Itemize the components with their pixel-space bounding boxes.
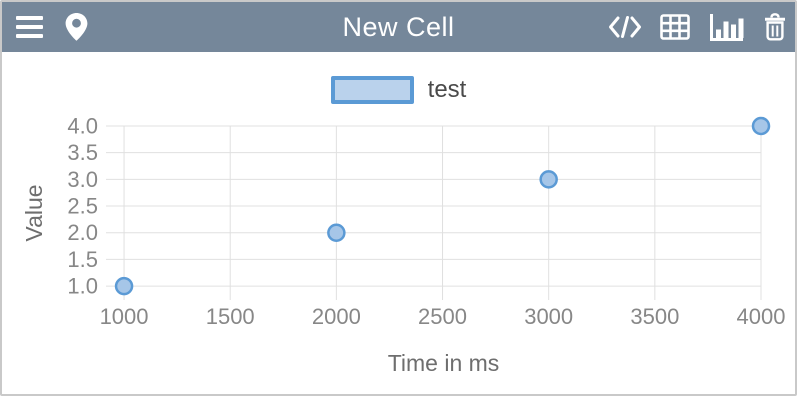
svg-text:3.0: 3.0	[67, 167, 98, 192]
svg-text:2000: 2000	[312, 304, 361, 329]
chart-legend[interactable]: test	[2, 76, 795, 104]
svg-text:4.0: 4.0	[67, 114, 98, 139]
trash-icon	[765, 12, 785, 40]
svg-text:2.0: 2.0	[67, 220, 98, 245]
svg-text:3500: 3500	[630, 304, 679, 329]
svg-text:1.0: 1.0	[67, 274, 98, 299]
legend-label: test	[427, 76, 467, 103]
cell-header: New Cell	[2, 2, 795, 52]
cell-title: New Cell	[342, 11, 455, 42]
code-icon	[609, 16, 641, 38]
svg-text:Time in ms: Time in ms	[388, 350, 500, 376]
scatter-chart: 1.01.52.02.53.03.54.0 1000 1500 2000 2500 300…	[21, 114, 786, 377]
code-view-button[interactable]	[608, 15, 642, 39]
cell-widget: New Cell	[0, 0, 797, 396]
svg-text:2500: 2500	[418, 304, 467, 329]
location-pin-icon	[65, 13, 88, 41]
chart-panel: test 1.0 1.5 2.0 2.5 3.0 3.5 4.0 1000 1500 2000 25…	[2, 52, 795, 392]
table-icon	[660, 14, 690, 40]
table-view-button[interactable]	[660, 14, 690, 40]
svg-text:3.5: 3.5	[67, 140, 98, 165]
svg-text:1000: 1000	[100, 304, 149, 329]
svg-text:4000: 4000	[737, 304, 786, 329]
svg-text:1.5: 1.5	[67, 247, 98, 272]
legend-swatch	[330, 76, 414, 104]
svg-text:3000: 3000	[524, 304, 573, 329]
menu-button[interactable]	[16, 15, 43, 39]
bar-chart-icon	[710, 13, 744, 41]
svg-text:Value: Value	[21, 184, 47, 241]
chart-view-button[interactable]	[708, 12, 745, 43]
delete-cell-button[interactable]	[763, 12, 787, 42]
menu-icon	[16, 15, 43, 39]
svg-text:2.5: 2.5	[67, 194, 98, 219]
svg-text:1500: 1500	[206, 304, 255, 329]
location-pin-button[interactable]	[64, 12, 89, 42]
